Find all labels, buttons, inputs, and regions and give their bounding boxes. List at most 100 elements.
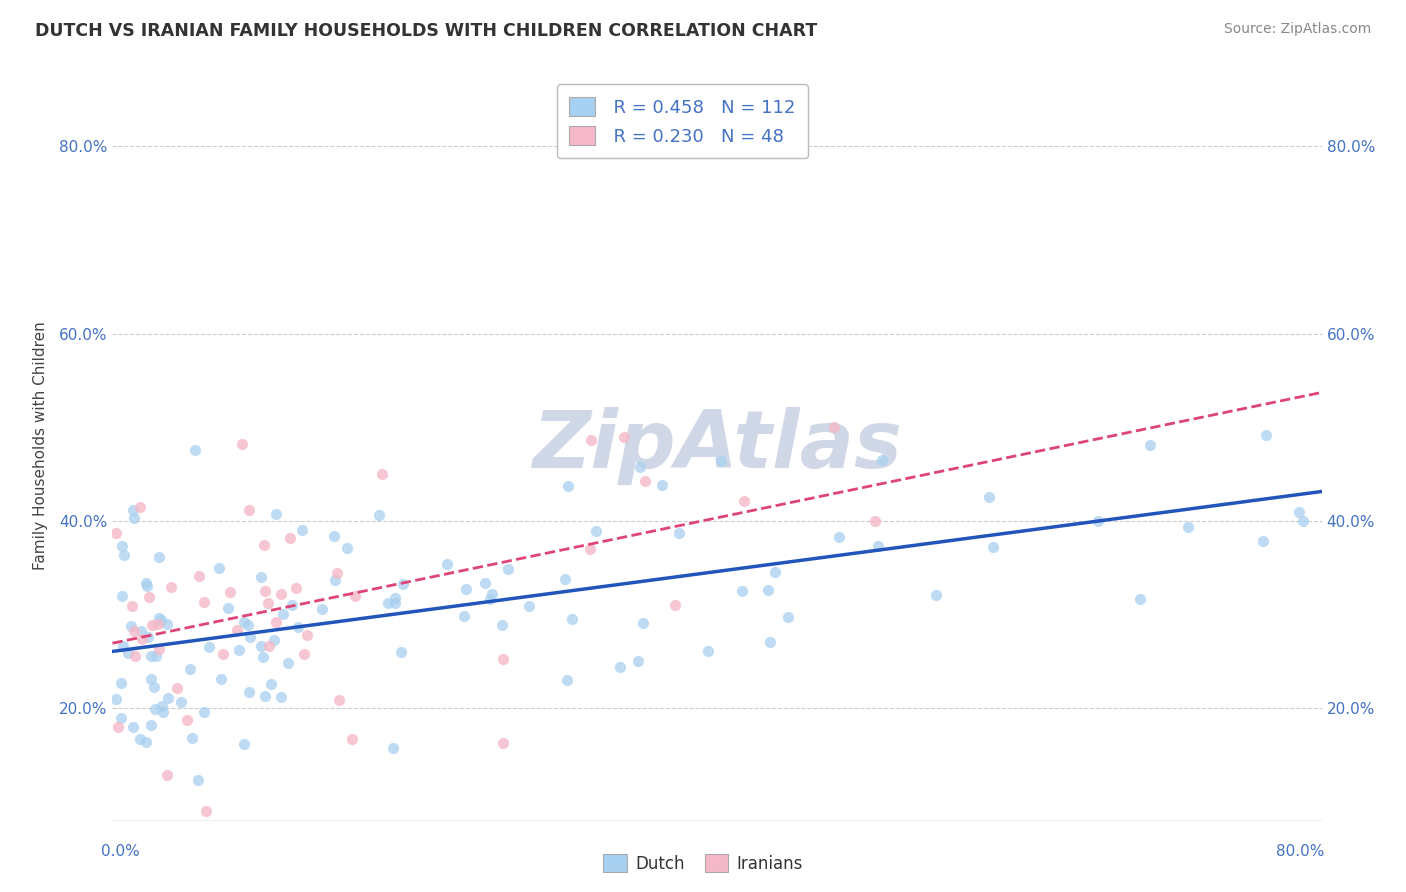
- Point: [110, 675, 132, 690]
- Point: [377, 595, 399, 609]
- Point: [254, 583, 277, 598]
- Point: [454, 582, 477, 597]
- Point: [555, 673, 578, 687]
- Point: [226, 623, 249, 637]
- Point: [863, 514, 886, 528]
- Point: [613, 430, 636, 444]
- Point: [198, 640, 221, 654]
- Point: [1251, 533, 1274, 548]
- Point: [778, 610, 800, 624]
- Point: [259, 639, 281, 653]
- Point: [149, 613, 172, 627]
- Point: [135, 735, 157, 749]
- Point: [141, 648, 163, 663]
- Point: [211, 672, 233, 686]
- Point: [160, 580, 183, 594]
- Point: [254, 689, 277, 703]
- Point: [252, 650, 274, 665]
- Point: [156, 617, 179, 632]
- Point: [828, 530, 851, 544]
- Point: [111, 589, 134, 603]
- Point: [264, 615, 287, 630]
- Point: [219, 585, 242, 599]
- Point: [184, 442, 207, 457]
- Point: [121, 502, 143, 516]
- Point: [157, 690, 180, 705]
- Point: [271, 607, 294, 621]
- Point: [121, 599, 143, 614]
- Point: [697, 644, 720, 658]
- Point: [187, 773, 209, 788]
- Point: [277, 656, 299, 670]
- Point: [128, 500, 150, 514]
- Point: [129, 624, 152, 638]
- Text: 80.0%: 80.0%: [1277, 845, 1324, 859]
- Point: [491, 736, 513, 750]
- Point: [112, 548, 135, 562]
- Point: [368, 508, 391, 522]
- Point: [328, 692, 350, 706]
- Point: [758, 582, 780, 597]
- Point: [208, 560, 231, 574]
- Point: [176, 713, 198, 727]
- Point: [579, 433, 602, 447]
- Point: [152, 705, 174, 719]
- Point: [311, 602, 333, 616]
- Point: [628, 460, 651, 475]
- Point: [122, 511, 145, 525]
- Point: [270, 587, 292, 601]
- Point: [1139, 438, 1161, 452]
- Point: [579, 541, 602, 556]
- Point: [389, 645, 412, 659]
- Y-axis label: Family Households with Children: Family Households with Children: [32, 322, 48, 570]
- Point: [152, 698, 174, 713]
- Point: [166, 681, 188, 695]
- Point: [585, 524, 607, 539]
- Point: [517, 599, 540, 613]
- Point: [180, 731, 202, 745]
- Point: [148, 611, 170, 625]
- Point: [668, 525, 690, 540]
- Point: [278, 531, 301, 545]
- Point: [763, 565, 786, 579]
- Point: [121, 720, 143, 734]
- Point: [239, 630, 262, 644]
- Point: [436, 558, 458, 572]
- Point: [260, 677, 283, 691]
- Point: [193, 705, 215, 719]
- Point: [143, 680, 166, 694]
- Point: [231, 437, 253, 451]
- Point: [156, 768, 179, 782]
- Point: [135, 576, 157, 591]
- Point: [759, 635, 782, 649]
- Point: [1177, 520, 1199, 534]
- Point: [554, 572, 576, 586]
- Point: [498, 562, 520, 576]
- Point: [145, 649, 167, 664]
- Point: [179, 662, 201, 676]
- Point: [236, 618, 259, 632]
- Point: [233, 615, 256, 630]
- Point: [981, 540, 1004, 554]
- Point: [336, 541, 359, 555]
- Point: [557, 479, 579, 493]
- Point: [295, 628, 318, 642]
- Point: [264, 507, 287, 521]
- Point: [866, 539, 889, 553]
- Point: [1288, 505, 1310, 519]
- Point: [193, 595, 215, 609]
- Point: [280, 599, 302, 613]
- Point: [634, 475, 657, 489]
- Point: [731, 584, 754, 599]
- Point: [492, 652, 515, 666]
- Point: [651, 478, 673, 492]
- Text: 0.0%: 0.0%: [101, 845, 141, 859]
- Point: [384, 596, 406, 610]
- Point: [491, 617, 513, 632]
- Point: [287, 620, 309, 634]
- Point: [138, 591, 160, 605]
- Point: [343, 590, 366, 604]
- Point: [148, 641, 170, 656]
- Point: [384, 591, 406, 605]
- Point: [1129, 591, 1152, 606]
